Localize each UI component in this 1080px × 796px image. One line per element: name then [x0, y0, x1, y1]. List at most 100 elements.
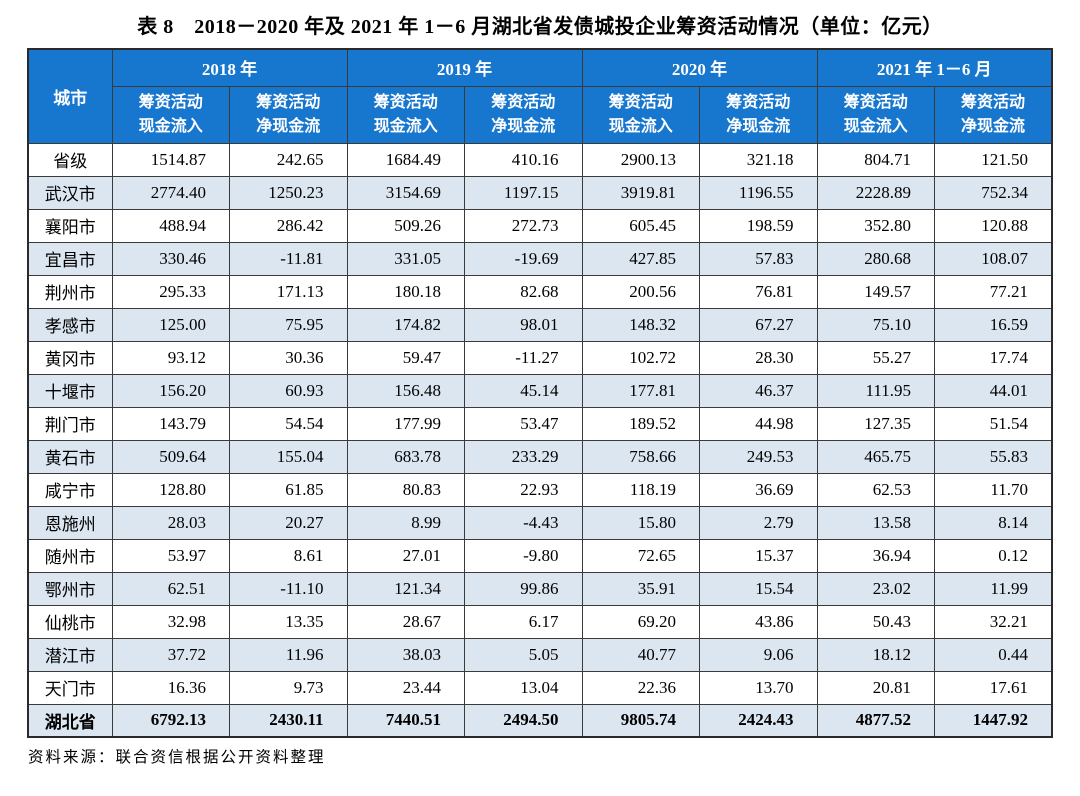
- value-cell-5: 28.30: [699, 340, 818, 375]
- city-cell: 荆州市: [27, 274, 113, 309]
- value-cell-5: 198.59: [699, 208, 818, 243]
- value-cell-5: 249.53: [699, 439, 818, 474]
- table-row: 潜江市 37.72 11.96 38.03 5.05 40.77 9.06 18.12 0.44: [27, 637, 1053, 672]
- value-cell-2: 59.47: [346, 340, 465, 375]
- value-cell-4: 758.66: [581, 439, 700, 474]
- value-cell-3: 2494.50: [464, 703, 583, 738]
- value-cell-7: 11.70: [934, 472, 1053, 507]
- table-row: 咸宁市 128.80 61.85 80.83 22.93 118.19 36.69 62.53…: [27, 472, 1053, 507]
- table-row: 黄石市 509.64 155.04 683.78 233.29 758.66 249.53 4…: [27, 439, 1053, 474]
- value-cell-7: 752.34: [934, 175, 1053, 210]
- value-cell-6: 23.02: [816, 571, 935, 606]
- value-cell-3: 98.01: [464, 307, 583, 342]
- table-row: 襄阳市 488.94 286.42 509.26 272.73 605.45 198.59 3…: [27, 208, 1053, 243]
- value-cell-5: 9.06: [699, 637, 818, 672]
- value-cell-7: 11.99: [934, 571, 1053, 606]
- value-cell-6: 4877.52: [816, 703, 935, 738]
- value-cell-6: 465.75: [816, 439, 935, 474]
- sub-header-3-netflow: 筹资活动 净现金流: [934, 85, 1053, 144]
- value-cell-1: 60.93: [229, 373, 348, 408]
- value-cell-5: 13.70: [699, 670, 818, 705]
- table-title: 表 8 2018－2020 年及 2021 年 1－6 月湖北省发债城投企业筹资…: [137, 16, 943, 38]
- value-cell-2: 23.44: [346, 670, 465, 705]
- value-cell-3: 5.05: [464, 637, 583, 672]
- value-cell-2: 180.18: [346, 274, 465, 309]
- city-cell: 潜江市: [27, 637, 113, 672]
- sub-header-1-inflow: 筹资活动 现金流入: [346, 85, 465, 144]
- value-cell-0: 330.46: [111, 241, 230, 276]
- source-note: 资料来源：联合资信根据公开资料整理: [28, 749, 326, 766]
- value-cell-1: 20.27: [229, 505, 348, 540]
- city-cell: 孝感市: [27, 307, 113, 342]
- value-cell-4: 102.72: [581, 340, 700, 375]
- value-cell-6: 352.80: [816, 208, 935, 243]
- value-cell-3: 82.68: [464, 274, 583, 309]
- corner-header-city: 城市: [27, 48, 113, 144]
- value-cell-7: 17.74: [934, 340, 1053, 375]
- value-cell-1: 155.04: [229, 439, 348, 474]
- value-cell-0: 509.64: [111, 439, 230, 474]
- value-cell-6: 36.94: [816, 538, 935, 573]
- value-cell-0: 295.33: [111, 274, 230, 309]
- table-body: 省级 1514.87 242.65 1684.49 410.16 2900.13 321.1…: [27, 142, 1053, 738]
- city-cell: 襄阳市: [27, 208, 113, 243]
- sub-header-0-netflow: 筹资活动 净现金流: [229, 85, 348, 144]
- value-cell-3: 22.93: [464, 472, 583, 507]
- value-cell-1: -11.10: [229, 571, 348, 606]
- sub-header-1-netflow: 筹资活动 净现金流: [464, 85, 583, 144]
- value-cell-7: 16.59: [934, 307, 1053, 342]
- city-cell: 武汉市: [27, 175, 113, 210]
- value-cell-7: 1447.92: [934, 703, 1053, 738]
- value-cell-2: 156.48: [346, 373, 465, 408]
- value-cell-4: 118.19: [581, 472, 700, 507]
- year-group-header-0: 2018 年: [111, 48, 348, 87]
- value-cell-1: 171.13: [229, 274, 348, 309]
- sub-header-2-netflow: 筹资活动 净现金流: [699, 85, 818, 144]
- city-cell: 天门市: [27, 670, 113, 705]
- value-cell-6: 149.57: [816, 274, 935, 309]
- value-cell-2: 80.83: [346, 472, 465, 507]
- value-cell-2: 683.78: [346, 439, 465, 474]
- value-cell-7: 0.44: [934, 637, 1053, 672]
- value-cell-0: 62.51: [111, 571, 230, 606]
- value-cell-2: 177.99: [346, 406, 465, 441]
- value-cell-0: 28.03: [111, 505, 230, 540]
- value-cell-3: 53.47: [464, 406, 583, 441]
- value-cell-0: 53.97: [111, 538, 230, 573]
- value-cell-1: 61.85: [229, 472, 348, 507]
- value-cell-4: 9805.74: [581, 703, 700, 738]
- city-cell: 荆门市: [27, 406, 113, 441]
- value-cell-4: 40.77: [581, 637, 700, 672]
- value-cell-3: 272.73: [464, 208, 583, 243]
- table-row: 随州市 53.97 8.61 27.01 -9.80 72.65 15.37 36.94 0.1…: [27, 538, 1053, 573]
- value-cell-1: -11.81: [229, 241, 348, 276]
- value-cell-1: 11.96: [229, 637, 348, 672]
- value-cell-7: 17.61: [934, 670, 1053, 705]
- value-cell-1: 1250.23: [229, 175, 348, 210]
- value-cell-0: 488.94: [111, 208, 230, 243]
- value-cell-6: 2228.89: [816, 175, 935, 210]
- value-cell-0: 16.36: [111, 670, 230, 705]
- value-cell-3: 13.04: [464, 670, 583, 705]
- value-cell-3: 45.14: [464, 373, 583, 408]
- value-cell-2: 7440.51: [346, 703, 465, 738]
- value-cell-4: 605.45: [581, 208, 700, 243]
- table-row: 十堰市 156.20 60.93 156.48 45.14 177.81 46.37 111.…: [27, 373, 1053, 408]
- value-cell-4: 35.91: [581, 571, 700, 606]
- table-row: 荆门市 143.79 54.54 177.99 53.47 189.52 44.98 127.…: [27, 406, 1053, 441]
- value-cell-5: 76.81: [699, 274, 818, 309]
- table-row: 省级 1514.87 242.65 1684.49 410.16 2900.13 321.1…: [27, 142, 1053, 177]
- city-cell: 宜昌市: [27, 241, 113, 276]
- city-cell: 随州市: [27, 538, 113, 573]
- value-cell-7: 120.88: [934, 208, 1053, 243]
- value-cell-2: 509.26: [346, 208, 465, 243]
- value-cell-1: 13.35: [229, 604, 348, 639]
- value-cell-6: 280.68: [816, 241, 935, 276]
- sub-header-0-inflow: 筹资活动 现金流入: [111, 85, 230, 144]
- table-row: 孝感市 125.00 75.95 174.82 98.01 148.32 67.27 75.1…: [27, 307, 1053, 342]
- table-row: 荆州市 295.33 171.13 180.18 82.68 200.56 76.81 149…: [27, 274, 1053, 309]
- value-cell-3: -9.80: [464, 538, 583, 573]
- value-cell-3: 99.86: [464, 571, 583, 606]
- value-cell-6: 75.10: [816, 307, 935, 342]
- year-group-header-1: 2019 年: [346, 48, 583, 87]
